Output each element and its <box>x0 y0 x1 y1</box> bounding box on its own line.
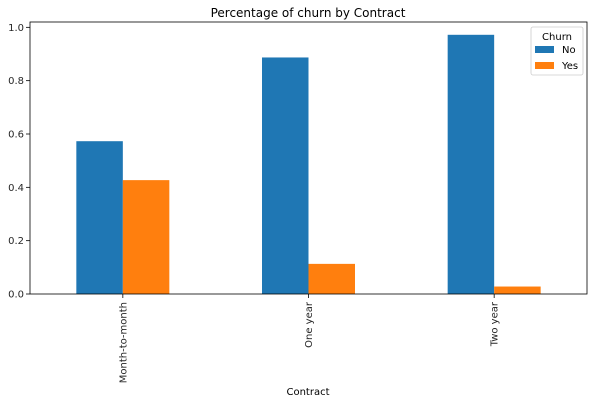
bar-yes-month-to-month <box>122 180 170 294</box>
plot-frame <box>29 21 588 295</box>
y-tick-label: 0.4 <box>8 183 24 194</box>
legend-swatch-yes <box>535 62 554 69</box>
x-tick-label: Month-to-month <box>118 302 129 383</box>
chart-title: Percentage of churn by Contract <box>211 6 406 20</box>
plot-area: Month-to-month One year Two year 0.0 0.2 0.4 0… <box>8 21 588 383</box>
legend-label-yes: Yes <box>561 61 578 72</box>
y-tick-label: 0.2 <box>8 236 24 247</box>
x-tick-label: One year <box>304 301 315 348</box>
y-tick-label: 0.8 <box>8 76 24 87</box>
bar-yes-two-year <box>494 286 541 294</box>
y-tick-label: 1.0 <box>8 23 24 34</box>
x-axis-label: Contract <box>286 387 329 398</box>
legend-title: Churn <box>542 32 572 43</box>
legend-label-no: No <box>562 45 576 56</box>
y-tick-label: 0.6 <box>8 130 24 141</box>
bar-no-two-year <box>447 34 495 295</box>
legend: Churn No Yes <box>530 26 584 76</box>
legend-swatch-no <box>535 46 554 53</box>
bar-no-one-year <box>262 57 309 294</box>
bar-yes-one-year <box>308 263 355 294</box>
x-tick-label: Two year <box>490 301 501 347</box>
y-tick-label: 0.0 <box>8 290 24 301</box>
bar-no-month-to-month <box>76 141 123 294</box>
